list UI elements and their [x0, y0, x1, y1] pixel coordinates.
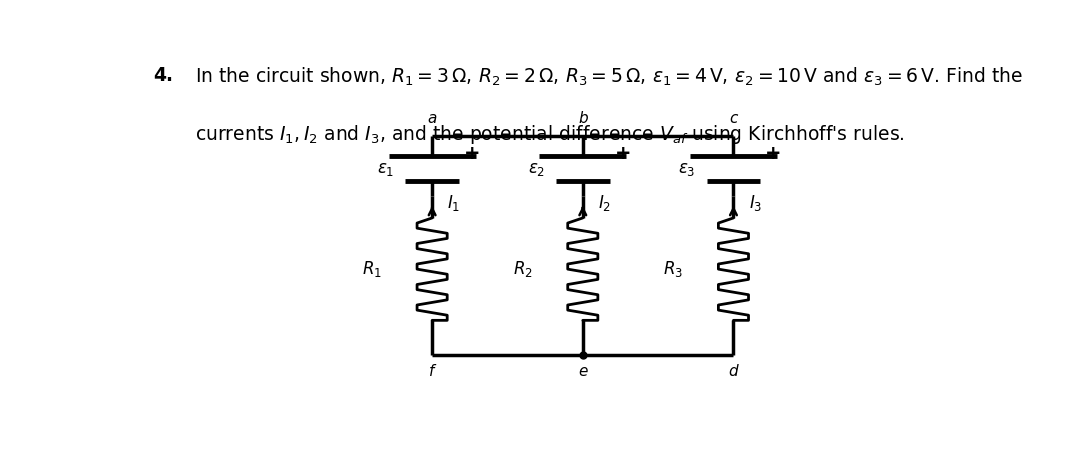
Text: $R_3$: $R_3$ [663, 259, 684, 279]
Text: +: + [615, 144, 631, 163]
Text: $I_3$: $I_3$ [748, 193, 761, 213]
Text: e: e [578, 364, 588, 379]
Text: f: f [430, 364, 435, 379]
Text: d: d [729, 364, 739, 379]
Text: c: c [729, 112, 738, 126]
Text: $\varepsilon_1$: $\varepsilon_1$ [377, 160, 394, 178]
Text: $I_2$: $I_2$ [598, 193, 611, 213]
Text: $R_1$: $R_1$ [362, 259, 382, 279]
Text: 4.: 4. [153, 66, 174, 85]
Text: currents $I_1, I_2$ and $I_3$, and the potential difference $V_{af}$ using Kirch: currents $I_1, I_2$ and $I_3$, and the p… [195, 123, 905, 146]
Text: +: + [766, 144, 782, 163]
Text: +: + [464, 144, 481, 163]
Text: In the circuit shown, $R_1 = 3\,\Omega,\, R_2 = 2\,\Omega,\, R_3 = 5\,\Omega,\, : In the circuit shown, $R_1 = 3\,\Omega,\… [195, 66, 1023, 88]
Text: $\varepsilon_3$: $\varepsilon_3$ [678, 160, 696, 178]
Text: $R_2$: $R_2$ [513, 259, 532, 279]
Text: $I_1$: $I_1$ [447, 193, 460, 213]
Text: b: b [578, 112, 588, 126]
Text: a: a [428, 112, 436, 126]
Text: $\varepsilon_2$: $\varepsilon_2$ [528, 160, 545, 178]
